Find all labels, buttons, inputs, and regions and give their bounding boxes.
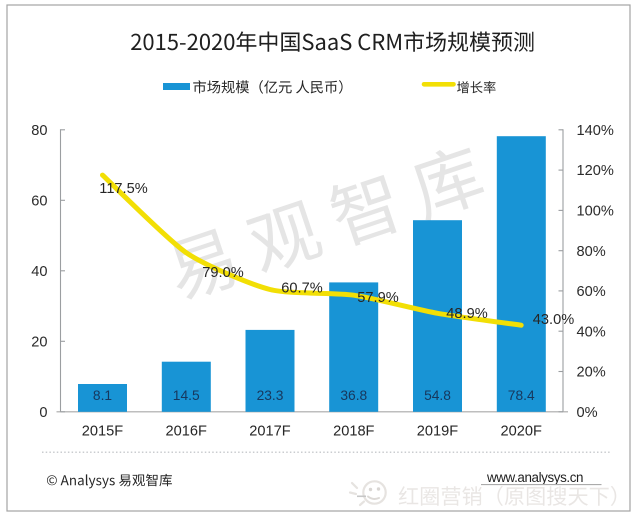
svg-text:80%: 80%	[577, 244, 606, 260]
svg-text:40: 40	[31, 264, 47, 280]
svg-text:2017F: 2017F	[249, 424, 290, 440]
svg-text:0%: 0%	[577, 405, 598, 421]
svg-text:140%: 140%	[577, 123, 614, 139]
svg-text:2015F: 2015F	[82, 424, 123, 440]
svg-text:40%: 40%	[577, 324, 606, 340]
svg-text:14.5: 14.5	[173, 388, 200, 403]
svg-text:www.analysys.cn: www.analysys.cn	[486, 470, 584, 485]
svg-text:80: 80	[31, 123, 47, 139]
svg-text:57.9%: 57.9%	[357, 290, 398, 306]
svg-text:48.9%: 48.9%	[446, 306, 487, 322]
svg-text:117.5%: 117.5%	[99, 181, 147, 197]
svg-text:78.4: 78.4	[508, 388, 535, 403]
svg-text:60.7%: 60.7%	[281, 281, 322, 297]
svg-text:20%: 20%	[577, 365, 606, 381]
svg-text:79.0%: 79.0%	[202, 265, 243, 281]
svg-text:60%: 60%	[577, 284, 606, 300]
svg-text:120%: 120%	[577, 163, 614, 179]
svg-text:20: 20	[31, 334, 47, 350]
svg-text:2020F: 2020F	[501, 424, 542, 440]
svg-text:43.0%: 43.0%	[533, 312, 574, 328]
svg-text:60: 60	[31, 193, 47, 209]
svg-text:23.3: 23.3	[257, 388, 284, 403]
svg-text:2018F: 2018F	[333, 424, 374, 440]
svg-text:8.1: 8.1	[93, 388, 112, 403]
svg-text:2016F: 2016F	[166, 424, 207, 440]
svg-text:0: 0	[39, 405, 47, 421]
svg-text:54.8: 54.8	[424, 388, 451, 403]
svg-text:100%: 100%	[577, 204, 614, 220]
svg-text:36.8: 36.8	[340, 388, 367, 403]
svg-text:2019F: 2019F	[417, 424, 458, 440]
